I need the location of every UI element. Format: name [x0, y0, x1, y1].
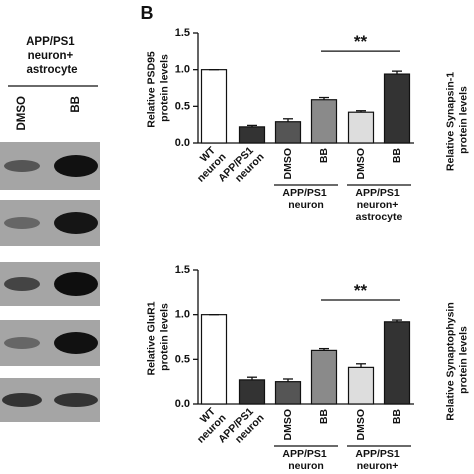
band — [54, 155, 98, 177]
bar — [383, 73, 411, 144]
x-tick-label: APP/PS1 neuron — [216, 403, 266, 453]
group-label: APP/PS1 neuron+ astrocyte — [355, 187, 402, 223]
bar — [200, 69, 228, 144]
error-bar — [392, 319, 402, 322]
western-blot — [0, 85, 100, 422]
x-tick-label: DMSO — [282, 148, 294, 180]
bar — [347, 111, 375, 144]
side-label: Relative Synapsin-1 protein levels — [444, 69, 469, 171]
band — [4, 337, 40, 349]
bar — [238, 126, 266, 144]
bar — [274, 121, 302, 144]
error-bar — [283, 378, 293, 382]
band — [4, 160, 40, 172]
bar — [200, 314, 228, 405]
bar — [347, 366, 375, 405]
y-axis-label: Relative PSD95 protein levels — [145, 48, 170, 127]
group-label: APP/PS1 neuron — [282, 187, 329, 211]
y-tick-label: 0.0 — [175, 398, 190, 410]
error-bar — [392, 70, 402, 75]
side-label: Relative Synaptophysin protein levels — [444, 299, 469, 420]
band — [2, 393, 42, 407]
x-tick-label: DMSO — [282, 409, 294, 441]
panel-label: B — [141, 3, 154, 23]
y-axis-label: Relative GluR1 protein levels — [145, 298, 170, 375]
error-bar — [283, 118, 293, 122]
band — [54, 393, 98, 407]
x-tick-label: DMSO — [355, 148, 367, 180]
group-label: APP/PS1 neuron — [282, 448, 329, 472]
x-tick-label: APP/PS1 neuron — [216, 142, 266, 192]
x-tick-label: BB — [318, 409, 330, 425]
y-tick-label: 1.5 — [175, 264, 190, 276]
x-tick-label: DMSO — [355, 409, 367, 441]
blot-header: APP/PS1 neuron+ astrocyte — [26, 36, 78, 76]
band — [4, 277, 40, 291]
group-label: APP/PS1 neuron+ astrocyte — [355, 448, 402, 474]
bar — [310, 349, 338, 405]
y-tick-label: 1.5 — [175, 27, 190, 39]
bar — [383, 321, 411, 405]
error-bar — [356, 363, 366, 368]
y-tick-label: 0.0 — [175, 137, 190, 149]
lane-label: BB — [70, 96, 82, 113]
x-tick-label: BB — [391, 409, 403, 425]
lane-label: DMSO — [16, 96, 28, 131]
y-tick-label: 0.5 — [175, 100, 190, 112]
band — [54, 272, 98, 296]
error-bar — [319, 96, 329, 100]
bar — [310, 99, 338, 144]
x-tick-label: BB — [391, 148, 403, 164]
error-bar — [247, 124, 257, 127]
bar — [274, 381, 302, 405]
band — [54, 332, 98, 354]
band — [4, 217, 40, 229]
significance-label: ** — [354, 33, 368, 52]
x-tick-label: BB — [318, 148, 330, 164]
error-bar — [356, 110, 366, 113]
y-tick-label: 1.0 — [175, 64, 190, 76]
bar — [238, 379, 266, 405]
error-bar — [319, 347, 329, 351]
error-bar — [247, 376, 257, 380]
y-tick-label: 0.5 — [175, 353, 190, 365]
y-tick-label: 1.0 — [175, 309, 190, 321]
significance-label: ** — [354, 282, 368, 301]
band — [54, 212, 98, 234]
